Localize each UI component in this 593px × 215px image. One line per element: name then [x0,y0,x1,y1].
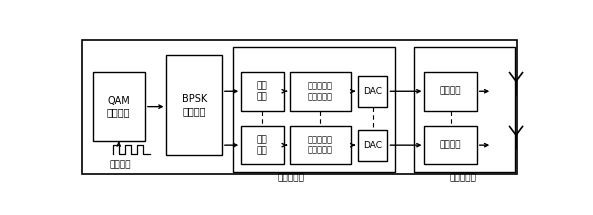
Bar [234,47,395,172]
Text: 信息序列: 信息序列 [110,160,131,169]
Bar [358,130,387,161]
Bar [241,126,283,164]
Text: 数字分系统: 数字分系统 [278,174,305,183]
Bar [82,40,517,174]
Text: 成形
滤波: 成形 滤波 [257,135,267,155]
Text: 射频前端: 射频前端 [440,141,461,150]
Bar [241,72,283,111]
Bar [415,47,515,172]
Bar [358,76,387,107]
Text: 数字上变频
与相位控制: 数字上变频 与相位控制 [308,81,333,101]
Text: 射频前端: 射频前端 [440,87,461,96]
Text: 成形
滤波: 成形 滤波 [257,81,267,101]
Text: QAM
符号映射: QAM 符号映射 [107,96,130,117]
Bar [425,72,477,111]
Text: BPSK
符号分解: BPSK 符号分解 [181,94,207,116]
Text: DAC: DAC [364,141,382,150]
Bar [289,72,351,111]
Bar [167,55,222,155]
Text: 射频分系统: 射频分系统 [449,174,476,183]
Bar [93,72,145,141]
Text: 数字上变频
与相位控制: 数字上变频 与相位控制 [308,135,333,155]
Text: DAC: DAC [364,87,382,96]
Bar [289,126,351,164]
Bar [425,126,477,164]
